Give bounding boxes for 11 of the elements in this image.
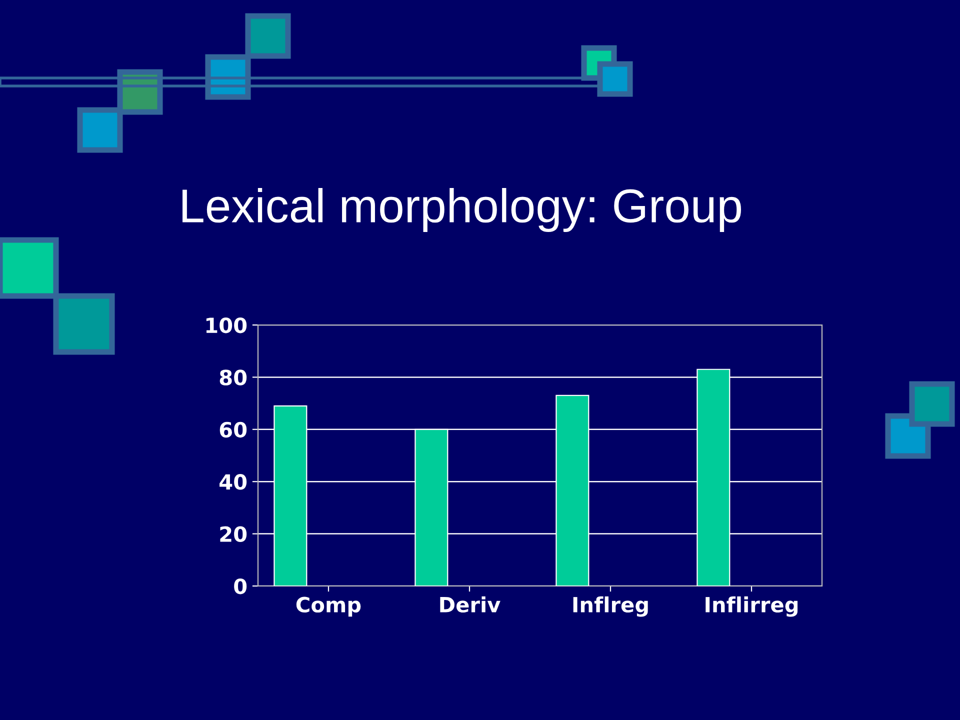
chart-title: Lexical morphology: Group xyxy=(182,188,742,232)
y-tick-label: 20 xyxy=(220,526,247,542)
x-tick-label: Inflreg xyxy=(573,596,648,617)
y-tick-label: 40 xyxy=(220,474,247,490)
x-tick-label: Deriv xyxy=(440,596,500,613)
y-tick-label: 100 xyxy=(206,317,247,334)
y-tick-label: 60 xyxy=(220,422,247,438)
x-tick-label: Comp xyxy=(296,596,361,617)
x-tick-label: Inflirreg xyxy=(706,596,798,617)
y-tick-label: 0 xyxy=(234,578,247,594)
y-tick-label: 80 xyxy=(220,370,247,386)
